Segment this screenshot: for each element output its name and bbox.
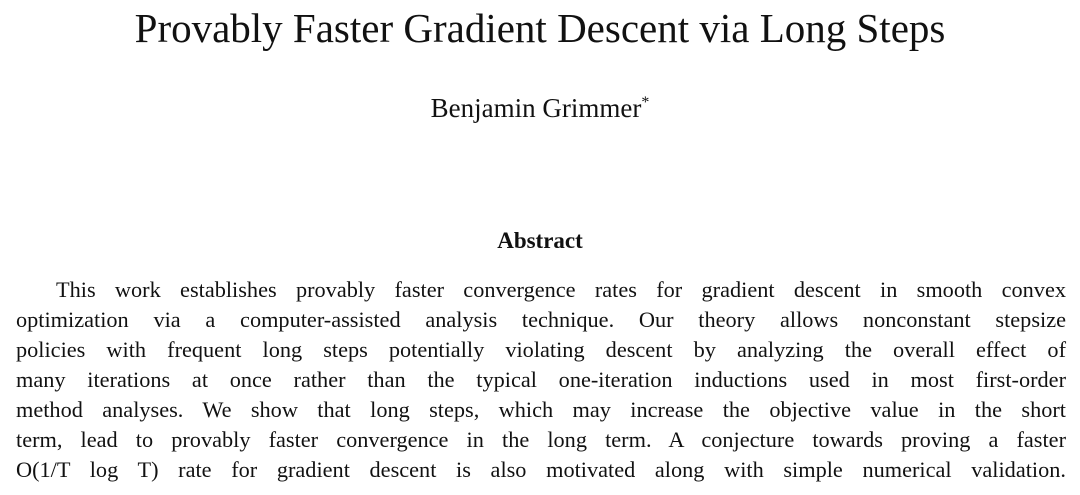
- abstract-body: This work establishes provably faster co…: [16, 275, 1066, 485]
- abstract-line: O(1/T log T) rate for gradient descent i…: [16, 457, 1066, 482]
- author: Benjamin Grimmer*: [0, 93, 1080, 124]
- abstract-line: term, lead to provably faster convergenc…: [16, 427, 1066, 452]
- abstract-line: policies with frequent long steps potent…: [16, 337, 1066, 362]
- abstract-line: optimization via a computer-assisted ana…: [16, 307, 1066, 332]
- author-mark: *: [641, 94, 650, 111]
- author-name: Benjamin Grimmer: [430, 93, 642, 123]
- abstract-line: This work establishes provably faster co…: [56, 277, 1066, 302]
- abstract-line: many iterations at once rather than the …: [16, 367, 1066, 392]
- abstract-heading: Abstract: [497, 228, 583, 253]
- paper-title: Provably Faster Gradient Descent via Lon…: [134, 5, 946, 51]
- abstract-line: method analyses. We show that long steps…: [16, 397, 1066, 422]
